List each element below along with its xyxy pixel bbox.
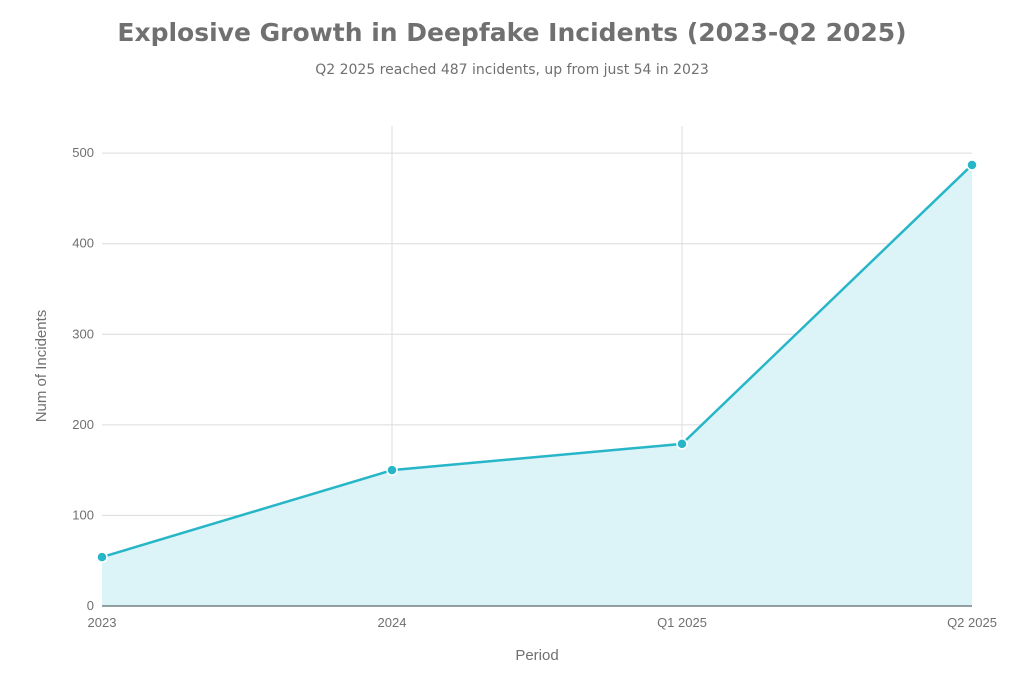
x-tick-label: Q1 2025 bbox=[657, 615, 707, 630]
data-point bbox=[386, 464, 398, 476]
y-tick-label: 200 bbox=[72, 417, 94, 432]
data-point bbox=[966, 159, 978, 171]
y-tick-label: 0 bbox=[87, 598, 94, 613]
data-point bbox=[96, 551, 108, 563]
y-axis-label: Num of Incidents bbox=[33, 310, 50, 423]
series-line bbox=[101, 164, 973, 559]
y-tick-label: 500 bbox=[72, 145, 94, 160]
data-point bbox=[676, 438, 688, 450]
x-axis-label: Period bbox=[515, 647, 558, 664]
x-tick-label: Q2 2025 bbox=[947, 615, 997, 630]
y-tick-label: 300 bbox=[72, 326, 94, 341]
data-points bbox=[96, 159, 978, 563]
area-fill bbox=[102, 164, 972, 606]
chart-title: Explosive Growth in Deepfake Incidents (… bbox=[117, 18, 907, 47]
x-tick-labels: 2023 2024 Q1 2025 Q2 2025 bbox=[88, 615, 997, 630]
y-tick-label: 100 bbox=[72, 507, 94, 522]
y-tick-labels: 0 100 200 300 400 500 bbox=[72, 145, 94, 613]
chart-subtitle: Q2 2025 reached 487 incidents, up from j… bbox=[315, 62, 709, 78]
x-tick-label: 2023 bbox=[88, 615, 117, 630]
y-tick-label: 400 bbox=[72, 236, 94, 251]
x-tick-label: 2024 bbox=[378, 615, 407, 630]
